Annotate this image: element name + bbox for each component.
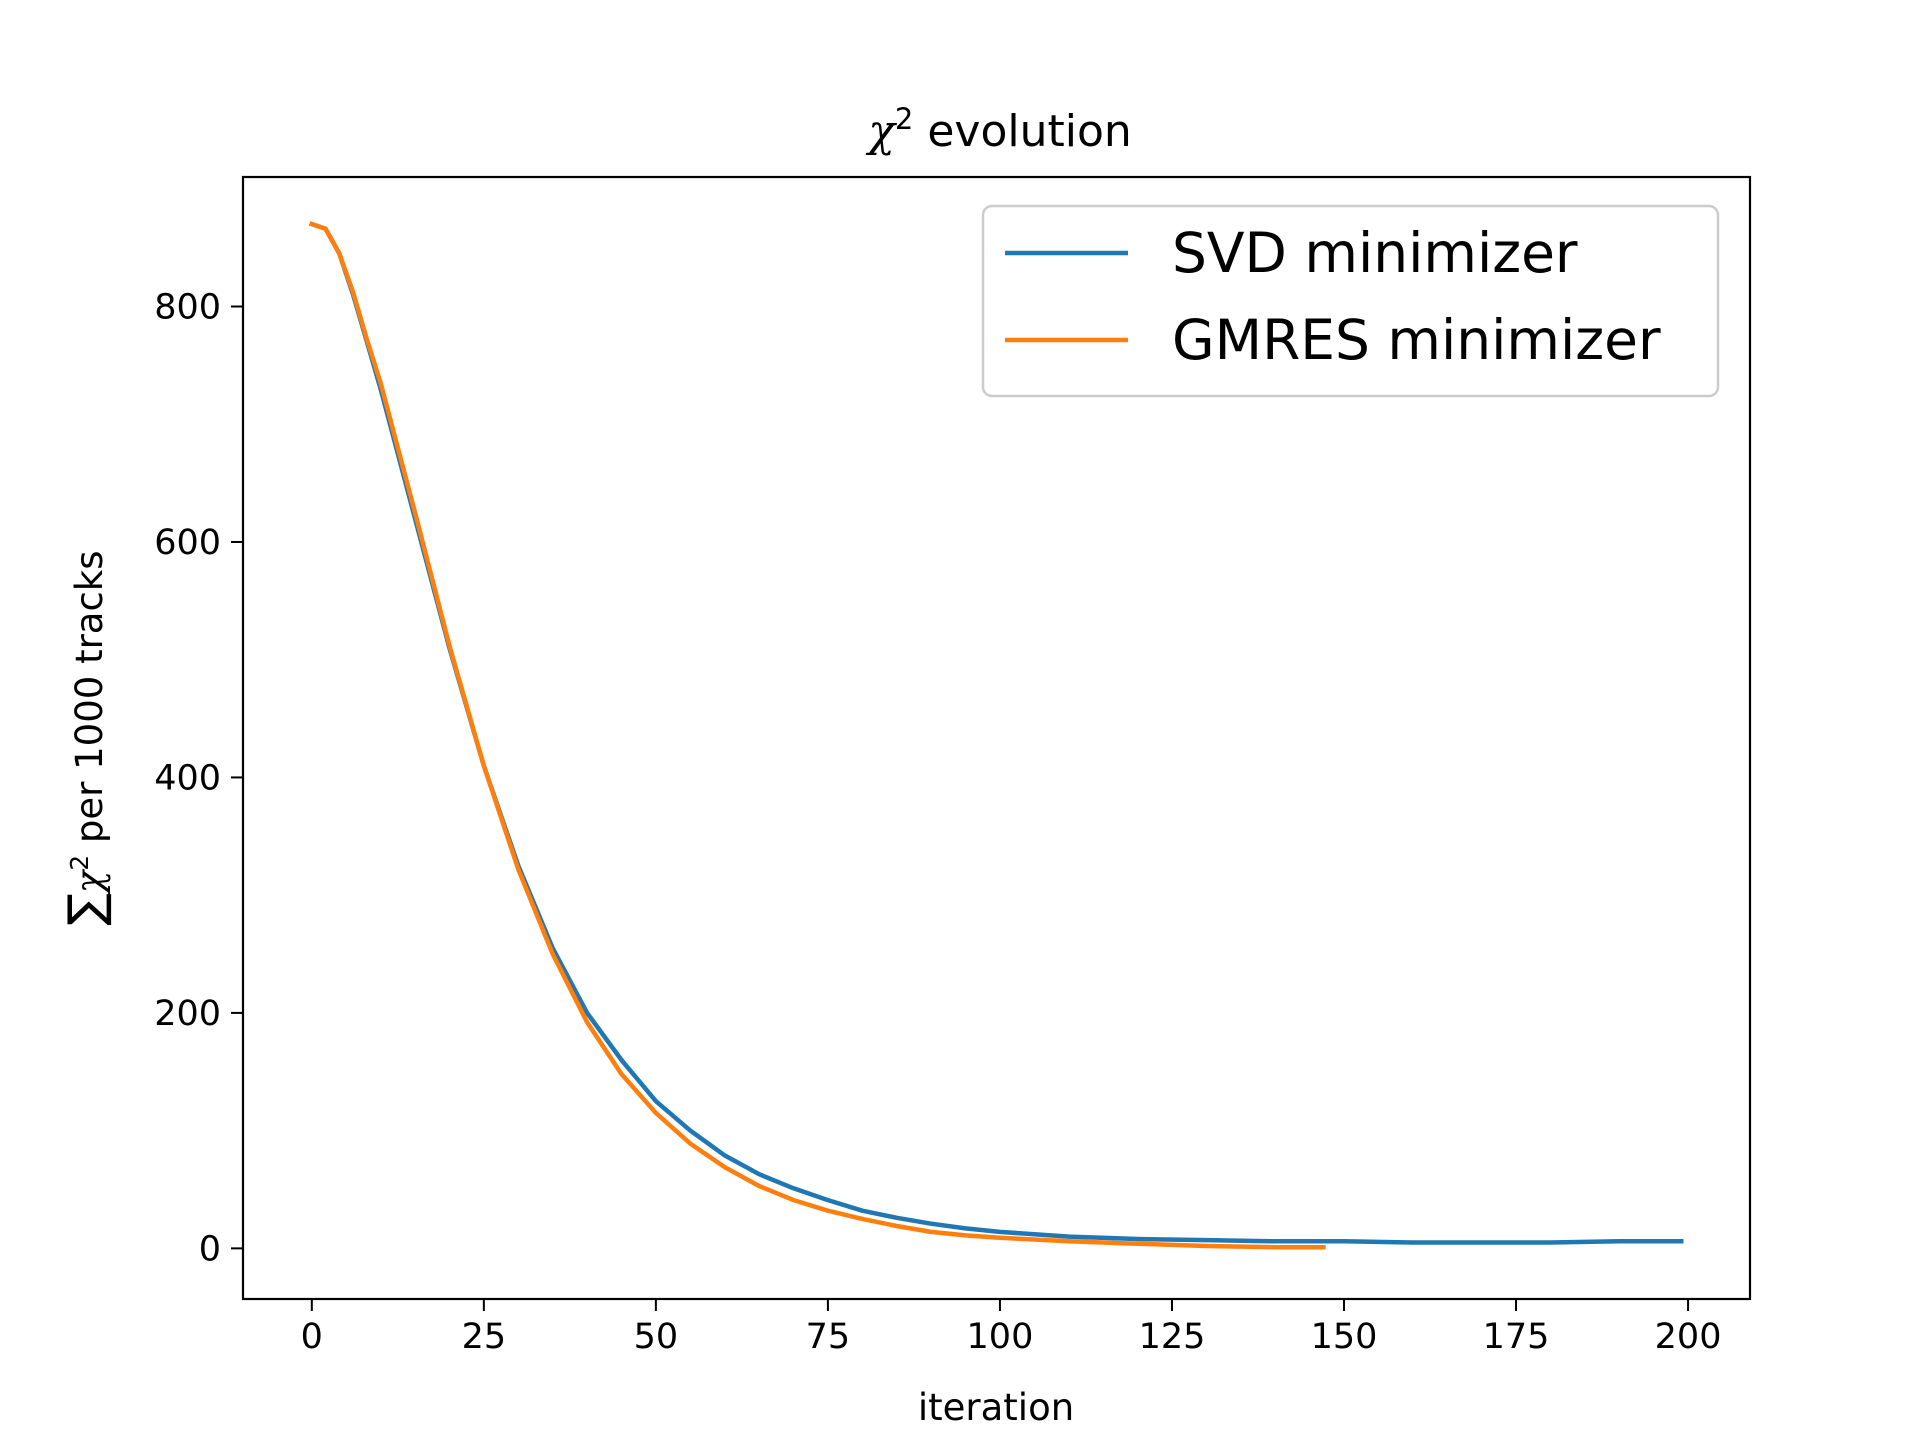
x-axis-label: iteration (918, 1386, 1074, 1429)
legend: SVD minimizer GMRES minimizer (981, 204, 1720, 398)
series-line-gmres-minimizer (308, 221, 1326, 1250)
series-lines (308, 221, 1684, 1250)
y-tick-label: 600 (154, 523, 221, 563)
x-tick-label: 75 (806, 1317, 851, 1357)
chart-title: χ2 evolution (865, 102, 1132, 157)
y-tick-label: 0 (199, 1229, 221, 1269)
y-axis-label: ∑χ2 per 1000 tracks (58, 550, 114, 925)
y-tick-label: 400 (154, 758, 221, 798)
x-tick-label: 125 (1139, 1317, 1206, 1357)
legend-box (981, 204, 1720, 398)
x-axis: 0 25 50 75 100 125 150 175 200 (301, 1299, 1722, 1357)
x-tick-label: 25 (462, 1317, 507, 1357)
y-tick-label: 200 (154, 994, 221, 1034)
x-tick-label: 150 (1311, 1317, 1378, 1357)
y-axis: 0 200 400 600 800 (154, 288, 243, 1269)
x-tick-label: 100 (967, 1317, 1034, 1357)
x-tick-label: 200 (1655, 1317, 1722, 1357)
plot-area (241, 175, 1752, 1301)
y-tick-label: 800 (154, 288, 221, 328)
x-tick-label: 0 (301, 1317, 323, 1357)
x-tick-label: 50 (634, 1317, 679, 1357)
x-tick-label: 175 (1483, 1317, 1550, 1357)
plot-frame (241, 175, 1752, 1301)
legend-label-svd: SVD minimizer (1172, 221, 1578, 285)
legend-label-gmres: GMRES minimizer (1172, 308, 1661, 372)
